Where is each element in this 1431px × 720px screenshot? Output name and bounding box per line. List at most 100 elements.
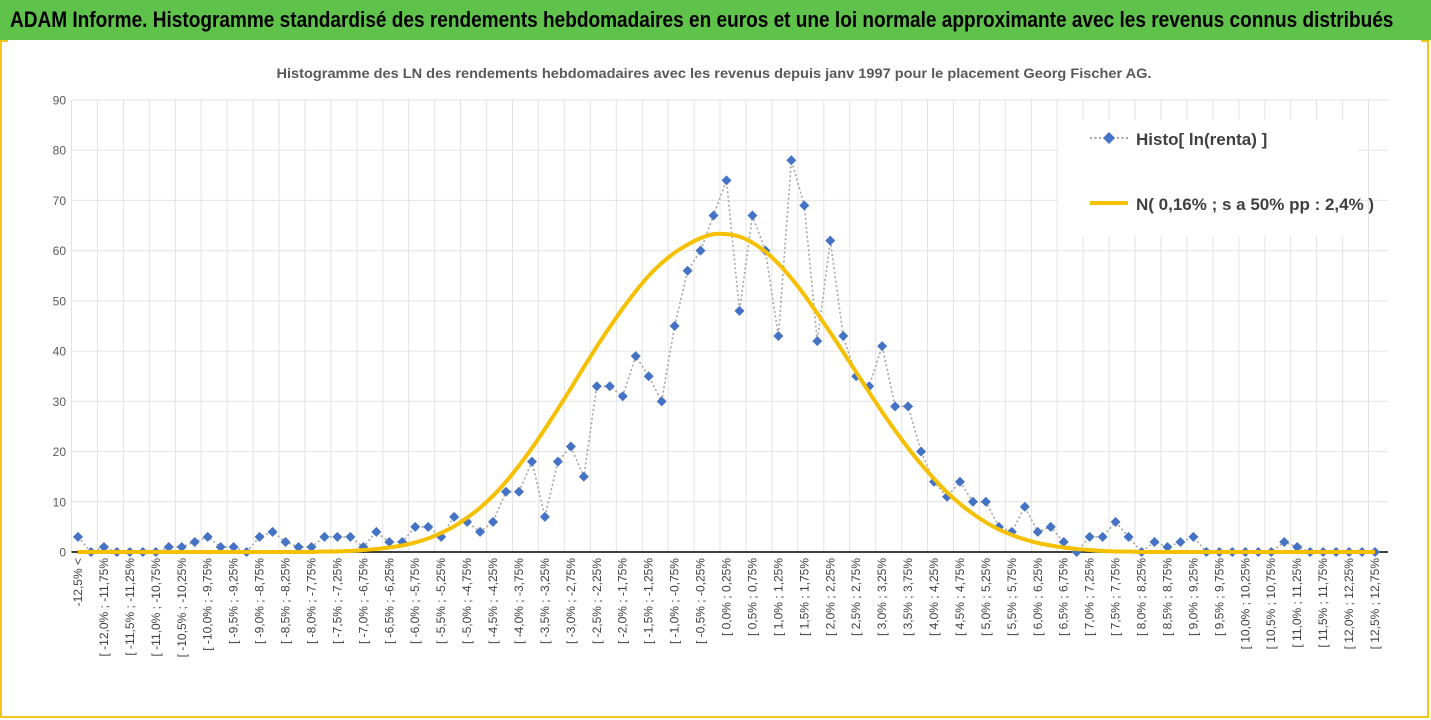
histo-point [73,531,83,542]
legend-histo-marker [1103,132,1115,144]
y-tick-label: 60 [53,244,67,258]
histo-point [539,511,550,522]
x-tick-label: [ 9,0% ; 9,25% [1186,558,1200,636]
x-tick-label: [ 3,5% ; 3,75% [901,558,915,636]
histo-point [488,516,499,527]
x-tick-label: [ 5,5% ; 5,75% [1005,558,1019,636]
x-tick-label: [ 6,5% ; 6,75% [1057,558,1071,636]
frame-corner-left [0,40,8,42]
histo-point [552,456,563,467]
x-tick-label: [ -4,0% ; -3,75% [512,558,526,644]
x-tick-label: [ 8,5% ; 8,75% [1160,558,1174,636]
histo-point [565,441,576,452]
x-tick-label: [ 11,5% ; 11,75% [1316,558,1330,648]
x-tick-label: [ -6,5% ; -6,25% [382,558,396,644]
x-tick-label: [ 10,0% ; 10,25% [1238,558,1252,650]
histo-point [825,235,836,246]
histo-point [812,336,823,347]
histo-point [254,531,265,542]
histo-point [501,486,512,497]
histo-point [449,511,460,522]
x-tick-label: [ 4,5% ; 4,75% [953,558,967,636]
x-tick-label: [ -7,5% ; -7,25% [330,558,344,644]
histo-point [669,321,680,331]
x-tick-label: [ -1,0% ; -0,75% [668,558,682,644]
histo-series-line [77,160,1375,554]
x-tick-label: [ -6,0% ; -5,75% [408,558,422,644]
y-tick-label: 80 [53,144,67,158]
histo-point [1279,536,1290,547]
x-tick-label: [ -4,5% ; -4,25% [486,558,500,644]
histo-point [1292,541,1303,552]
chart-title: Histogramme des LN des rendements hebdom… [277,65,1152,81]
x-tick-label: [ 10,5% ; 10,75% [1264,558,1278,650]
x-tick-label: [ 1,0% ; 1,25% [771,558,785,636]
x-tick-label: [ -5,0% ; -4,75% [460,558,474,644]
x-axis: -12,5% < [ -12,0% ; -11,75% [ -11,5% ; -11… [71,551,1388,658]
x-tick-label: [ 5,0% ; 5,25% [979,558,993,636]
x-tick-label: [ -8,5% ; -8,25% [279,558,293,644]
histo-point [1019,501,1030,512]
histo-point [656,396,667,407]
x-tick-label: [ -9,5% ; -9,25% [227,558,241,644]
histo-point [993,521,1004,532]
x-tick-label: [ 0,5% ; 0,75% [745,558,759,636]
histo-point [786,155,797,166]
histo-point [617,391,628,402]
x-tick-label: [ 9,5% ; 9,75% [1212,558,1226,636]
histo-point [773,331,784,342]
histo-point [877,341,888,352]
histo-point [954,476,965,487]
histo-point [604,381,615,392]
histo-point [1045,521,1056,532]
x-tick-label: [ 2,0% ; 2,25% [823,558,837,636]
histo-point [1162,541,1173,552]
histo-point [695,245,706,256]
page-title: ADAM Informe. Histogramme standardisé de… [10,7,1394,32]
x-tick-label: [ -8,0% ; -7,75% [304,558,318,644]
histo-point [682,265,693,276]
y-tick-label: 0 [59,546,66,560]
histo-point [591,381,602,392]
histo-point [202,531,213,542]
x-tick-label: [ -3,0% ; -2,75% [564,558,578,644]
histo-point [890,401,901,412]
histo-point [1006,526,1017,537]
y-tick-label: 10 [53,495,67,509]
x-tick-label: [ 12,5% ; 12,75% [1368,558,1382,650]
histo-point [980,496,991,507]
y-tick-label: 40 [53,345,67,359]
histo-point [1110,516,1121,527]
x-tick-label: [ 12,0% ; 12,25% [1342,558,1356,650]
histo-point [293,541,304,552]
y-tick-label: 30 [53,395,67,409]
x-tick-label: [ 4,0% ; 4,25% [927,558,941,636]
histo-point [215,541,226,552]
y-axis: 0 10 20 30 40 50 60 70 80 90 [53,94,67,560]
histo-point [967,496,978,507]
x-tick-label: [ 2,5% ; 2,75% [849,558,863,636]
y-tick-label: 70 [53,194,67,208]
x-tick-label: [ -10,5% ; -10,25% [175,558,189,658]
histo-point [526,456,537,467]
histo-point [799,200,810,211]
histo-point [1097,531,1108,542]
histo-point [384,536,395,547]
x-tick-label: [ -2,5% ; -2,25% [590,558,604,644]
normal-curve [77,231,1375,555]
x-tick-label: [ 7,5% ; 7,75% [1109,558,1123,636]
x-tick-label: [ -2,0% ; -1,75% [616,558,630,644]
legend-histo-label: Histo[ ln(renta) ] [1136,130,1267,149]
histo-point [1149,536,1160,547]
x-tick-label: [ -11,5% ; -11,25% [123,558,137,656]
histo-point [903,401,914,412]
x-tick-label: [ 11,0% ; 11,25% [1290,558,1304,648]
y-tick-label: 20 [53,445,67,459]
x-tick-label: [ 6,0% ; 6,25% [1031,558,1045,636]
histo-point [332,531,343,542]
x-tick-label: [ -1,5% ; -1,25% [642,558,656,644]
histo-point [345,531,356,542]
histo-point [189,536,200,547]
x-tick-label: [ -0,5% ; -0,25% [694,558,708,644]
chart: Histogramme des LN des rendements hebdom… [53,65,1388,658]
